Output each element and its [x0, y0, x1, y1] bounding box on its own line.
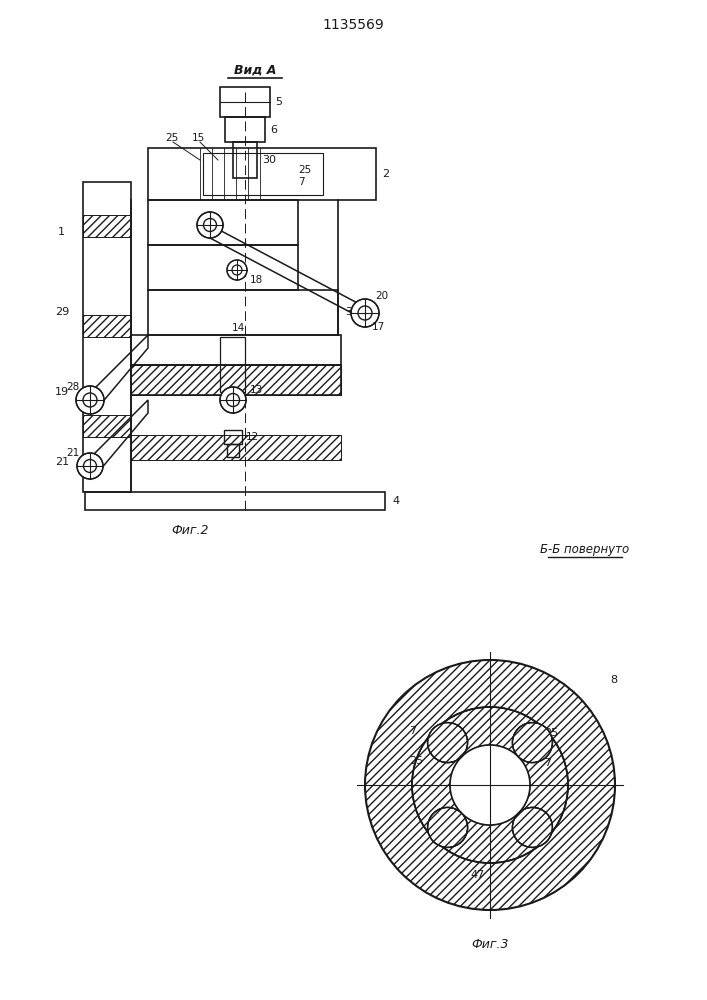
Text: 7: 7	[409, 726, 416, 736]
Bar	[85, 492, 385, 510]
Bar	[131, 335, 341, 365]
Text: Вид А: Вид А	[234, 64, 276, 77]
Circle shape	[513, 807, 552, 847]
Text: 5: 5	[275, 97, 282, 107]
Text: 4: 4	[392, 496, 399, 506]
Text: 1: 1	[58, 227, 65, 237]
Bar	[224, 430, 242, 444]
Text: 28: 28	[66, 382, 79, 392]
Text: 25: 25	[409, 756, 423, 766]
Bar	[148, 200, 298, 245]
Circle shape	[513, 723, 552, 763]
Circle shape	[351, 299, 379, 327]
Bar	[203, 153, 323, 195]
Text: 29: 29	[55, 307, 69, 317]
Text: 12: 12	[246, 432, 259, 442]
Text: Б-Б повернуто: Б-Б повернуто	[540, 544, 630, 556]
Circle shape	[220, 387, 246, 413]
Text: 21: 21	[66, 448, 79, 458]
Bar	[131, 365, 341, 395]
Circle shape	[77, 453, 103, 479]
Text: 8: 8	[610, 675, 617, 685]
Text: 25: 25	[165, 133, 178, 143]
Text: 3: 3	[345, 307, 352, 317]
Text: 13: 13	[250, 385, 263, 395]
Circle shape	[428, 807, 467, 847]
Text: 47: 47	[470, 870, 484, 880]
Bar	[225, 117, 265, 142]
Text: 20: 20	[375, 291, 388, 301]
Bar	[220, 337, 245, 392]
Text: 7: 7	[298, 177, 305, 187]
Circle shape	[450, 745, 530, 825]
Circle shape	[428, 723, 467, 763]
Bar	[83, 182, 131, 492]
Text: 2: 2	[382, 169, 389, 179]
Circle shape	[227, 260, 247, 280]
Bar	[227, 444, 239, 457]
Circle shape	[412, 707, 568, 863]
Bar	[83, 315, 131, 337]
Text: 14: 14	[232, 323, 245, 333]
Text: 25: 25	[298, 165, 311, 175]
Text: 18: 18	[250, 275, 263, 285]
Bar	[220, 87, 270, 117]
Text: 6: 6	[270, 125, 277, 135]
Text: 17: 17	[372, 322, 385, 332]
Circle shape	[76, 386, 104, 414]
Bar	[148, 245, 298, 290]
Text: Фиг.2: Фиг.2	[171, 524, 209, 536]
Bar	[131, 365, 341, 395]
Bar	[148, 148, 376, 200]
Text: 30: 30	[262, 155, 276, 165]
Circle shape	[197, 212, 223, 238]
Text: 19: 19	[55, 387, 69, 397]
Text: 15: 15	[192, 133, 205, 143]
Text: Фиг.3: Фиг.3	[472, 938, 509, 952]
Text: 1135569: 1135569	[322, 18, 384, 32]
Text: 25: 25	[544, 728, 559, 738]
Bar	[148, 290, 338, 335]
Bar	[233, 142, 257, 178]
Text: 7: 7	[544, 758, 551, 768]
Bar	[131, 435, 341, 460]
Text: 21: 21	[55, 457, 69, 467]
Bar	[83, 215, 131, 237]
Bar	[83, 415, 131, 437]
